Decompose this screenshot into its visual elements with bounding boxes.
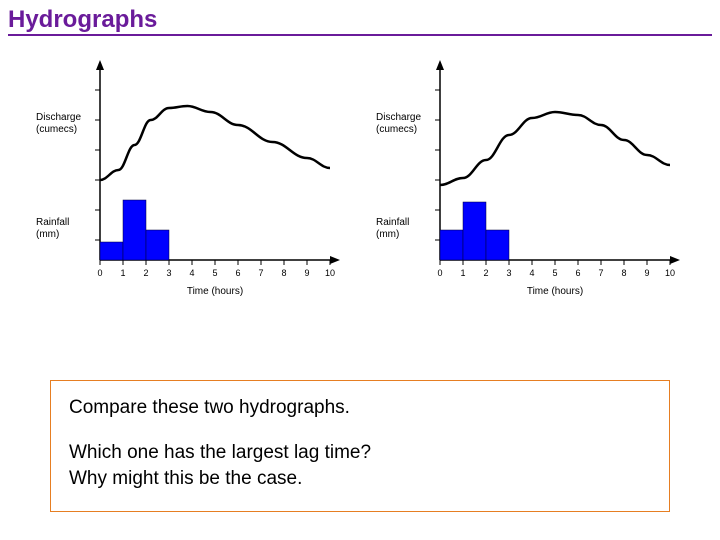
svg-text:6: 6 <box>575 268 580 278</box>
svg-text:1: 1 <box>120 268 125 278</box>
svg-text:Time (hours): Time (hours) <box>187 286 243 297</box>
svg-text:8: 8 <box>281 268 286 278</box>
svg-text:Time (hours): Time (hours) <box>527 286 583 297</box>
hydrograph-right: 0 1 2 3 4 5 6 7 8 9 10 Discharge(cumecs) Rainfall(mm… <box>370 60 690 320</box>
svg-text:5: 5 <box>552 268 557 278</box>
svg-text:Rainfall: Rainfall <box>376 217 409 228</box>
svg-text:9: 9 <box>644 268 649 278</box>
svg-text:1: 1 <box>460 268 465 278</box>
svg-text:7: 7 <box>598 268 603 278</box>
charts-row: 012345678910Discharge(cumecs)Rainfall(mm… <box>30 60 690 320</box>
svg-text:0: 0 <box>437 268 442 278</box>
page-title: Hydrographs <box>8 6 712 36</box>
svg-text:(cumecs): (cumecs) <box>376 124 417 135</box>
svg-text:7: 7 <box>258 268 263 278</box>
svg-text:2: 2 <box>483 268 488 278</box>
question-line-2: Which one has the largest lag time? <box>69 440 651 467</box>
svg-text:0: 0 <box>97 268 102 278</box>
question-line-3: Why might this be the case. <box>69 466 651 493</box>
svg-text:10: 10 <box>665 268 675 278</box>
svg-text:2: 2 <box>143 268 148 278</box>
svg-text:(mm): (mm) <box>36 229 59 240</box>
question-line-1: Compare these two hydrographs. <box>69 395 651 422</box>
svg-text:Discharge: Discharge <box>376 112 421 123</box>
svg-text:(mm): (mm) <box>376 229 399 240</box>
question-box: Compare these two hydrographs. Which one… <box>50 380 670 512</box>
svg-text:(cumecs): (cumecs) <box>36 124 77 135</box>
svg-text:8: 8 <box>621 268 626 278</box>
svg-text:9: 9 <box>304 268 309 278</box>
svg-text:4: 4 <box>529 268 534 278</box>
svg-text:Discharge: Discharge <box>36 112 81 123</box>
svg-text:3: 3 <box>166 268 171 278</box>
svg-text:10: 10 <box>325 268 335 278</box>
svg-text:Rainfall: Rainfall <box>36 217 69 228</box>
hydrograph-left: 0 1 2 3 4 5 6 7 8 9 10 Discharge(cumecs) Rainfall(mm… <box>30 60 350 320</box>
svg-text:3: 3 <box>506 268 511 278</box>
svg-text:5: 5 <box>212 268 217 278</box>
svg-text:6: 6 <box>235 268 240 278</box>
svg-text:4: 4 <box>189 268 194 278</box>
